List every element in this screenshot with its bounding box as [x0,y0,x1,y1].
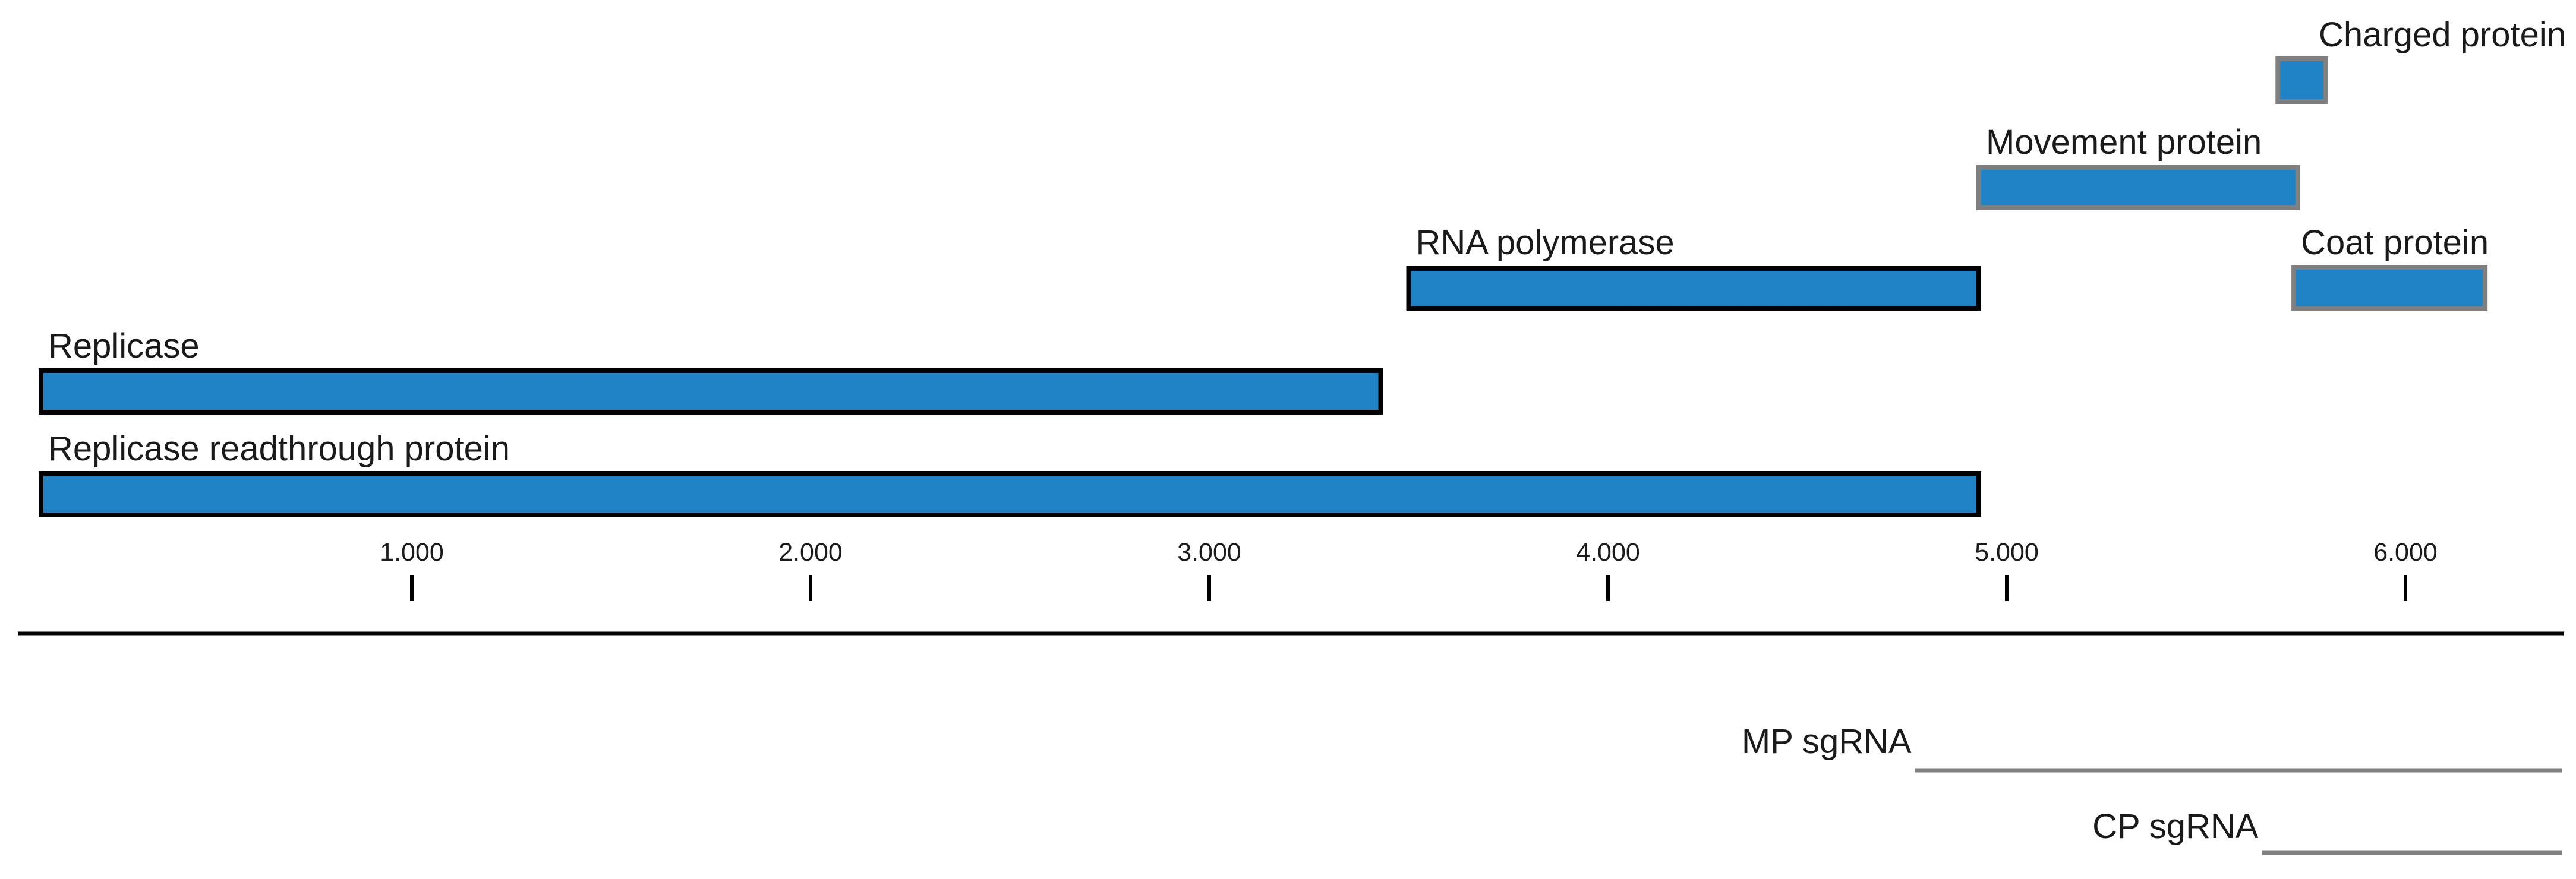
replicase-readthrough-protein-label: Replicase readthrough protein [48,429,510,468]
charged-protein-bar [2275,56,2328,104]
orf-layer: Replicase readthrough protein Replicase RN… [38,15,2566,517]
tick-label: 2.000 [778,538,843,567]
tick-label: 4.000 [1576,538,1640,567]
coat-protein-bar [2291,265,2488,311]
charged-protein-label: Charged protein [2319,15,2566,54]
coat-protein-label: Coat protein [2301,223,2489,262]
cp-sgrna-label: CP sgRNA [2092,807,2259,846]
genome-axis: 1.000 2.000 3.000 4.000 5.000 6.000 [18,538,2564,636]
replicase-readthrough-protein-bar [38,471,1982,517]
tick-label: 6.000 [2373,538,2438,567]
tick-label: 5.000 [1975,538,2039,567]
rna-polymerase-bar [1406,266,1982,311]
mp-sgrna-label: MP sgRNA [1742,722,1912,761]
sgrna-layer: MP sgRNA CP sgRNA [1742,722,2562,855]
movement-protein-bar [1976,165,2300,210]
rna-polymerase-label: RNA polymerase [1416,223,1675,262]
tick-label: 3.000 [1177,538,1241,567]
replicase-bar [38,368,1383,415]
tick-label: 1.000 [380,538,444,567]
movement-protein-label: Movement protein [1986,123,2262,162]
replicase-label: Replicase [48,327,200,365]
